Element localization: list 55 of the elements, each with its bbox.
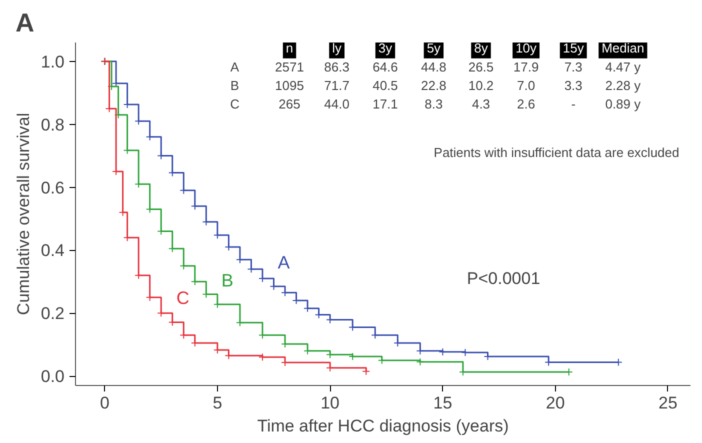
annotation: 0.89 y bbox=[605, 96, 642, 112]
x-tick-label: 20 bbox=[546, 394, 565, 412]
series-label: C bbox=[176, 288, 190, 308]
series-label: A bbox=[278, 252, 290, 272]
annotation: 10.2 bbox=[468, 78, 494, 94]
x-tick-label: 0 bbox=[100, 394, 110, 412]
annotation: ly bbox=[332, 40, 342, 56]
annotation: 22.8 bbox=[421, 78, 446, 94]
annotation: 2.28 y bbox=[605, 78, 642, 94]
annotation: 44.0 bbox=[324, 96, 350, 112]
annotation: 40.5 bbox=[372, 78, 398, 94]
x-tick-label: 10 bbox=[320, 394, 340, 412]
annotation: 1095 bbox=[275, 78, 304, 94]
annotation: 86.3 bbox=[324, 60, 350, 75]
annotation: 2.6 bbox=[517, 96, 536, 112]
annotation: n bbox=[286, 40, 294, 56]
annotation: Patients with insufficient data are excluded bbox=[434, 145, 680, 160]
annotation: Median bbox=[602, 40, 644, 56]
annotation: 17.1 bbox=[372, 96, 398, 112]
series-label: B bbox=[221, 270, 234, 290]
annotation: 3y bbox=[378, 40, 393, 56]
annotation: 4.3 bbox=[472, 96, 490, 112]
x-tick-label: 5 bbox=[212, 394, 222, 412]
chart-title: A bbox=[16, 8, 34, 38]
annotation: B bbox=[230, 78, 240, 94]
annotation: 64.6 bbox=[372, 60, 398, 75]
annotation: 17.9 bbox=[513, 60, 539, 75]
annotation: 265 bbox=[278, 96, 300, 112]
y-tick-label: 0.8 bbox=[40, 115, 65, 134]
annotation: 7.3 bbox=[564, 60, 582, 75]
annotation: 8.3 bbox=[424, 96, 443, 112]
annotation: 8y bbox=[474, 40, 488, 56]
annotation: 5y bbox=[426, 40, 442, 56]
annotation: 3.3 bbox=[564, 78, 582, 94]
y-axis-title: Cumulative overall survival bbox=[14, 112, 33, 316]
annotation: 71.7 bbox=[324, 78, 350, 94]
y-tick-label: 1.0 bbox=[40, 52, 65, 72]
y-tick-label: 0.4 bbox=[40, 241, 65, 260]
annotation: 7.0 bbox=[517, 78, 536, 94]
annotation: 44.8 bbox=[421, 60, 446, 75]
annotation: A bbox=[230, 60, 240, 75]
x-axis-title: Time after HCC diagnosis (years) bbox=[257, 416, 509, 436]
annotation: - bbox=[571, 96, 576, 112]
y-tick-label: 0.0 bbox=[40, 367, 65, 386]
annotation: 4.47 y bbox=[605, 60, 642, 75]
annotation: P<0.0001 bbox=[466, 269, 540, 288]
annotation: 26.5 bbox=[468, 60, 494, 75]
x-tick-label: 25 bbox=[658, 394, 678, 412]
x-tick-label: 15 bbox=[433, 394, 452, 412]
y-tick-label: 0.2 bbox=[40, 304, 65, 324]
annotation: C bbox=[230, 96, 240, 112]
y-tick-label: 0.6 bbox=[40, 178, 65, 198]
annotation: 2571 bbox=[275, 60, 304, 75]
annotation: 10y bbox=[516, 40, 538, 56]
annotation: 15y bbox=[562, 40, 584, 56]
